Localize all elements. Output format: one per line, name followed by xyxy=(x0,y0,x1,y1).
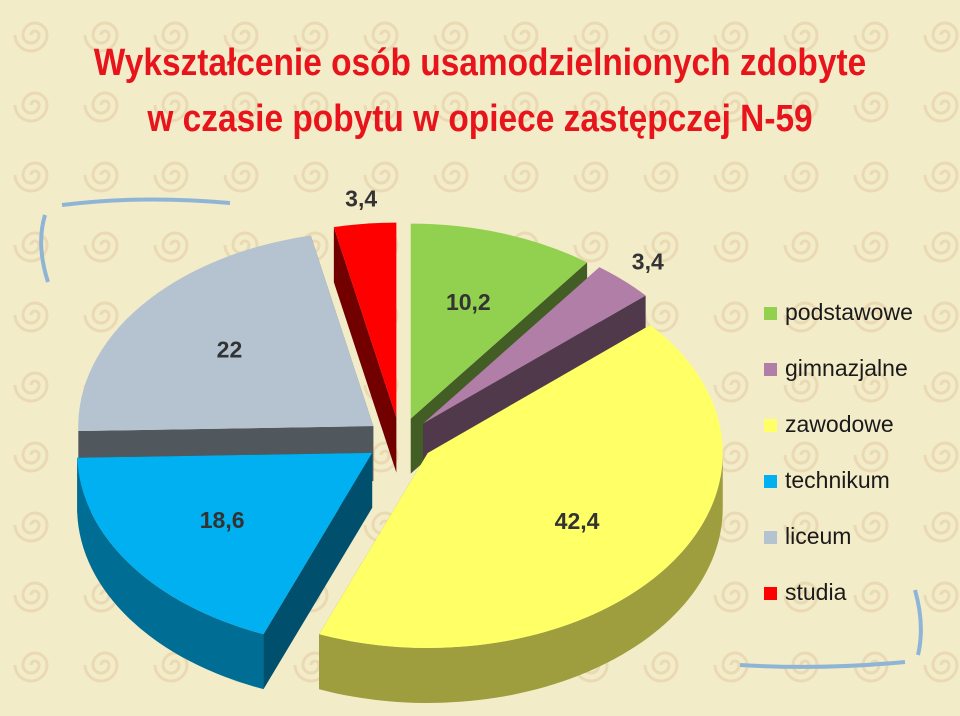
legend-swatch-liceum xyxy=(764,531,777,544)
chart-title-line1: Wykształcenie osób usamodzielnionych zdo… xyxy=(93,42,867,84)
pie-slice-gimnazjalne xyxy=(423,267,646,424)
data-label-zawodowe: 42,4 xyxy=(555,508,600,534)
data-label-gimnazjalne: 3,4 xyxy=(632,248,664,274)
legend-label-studia: studia xyxy=(785,579,847,605)
legend-label-liceum: liceum xyxy=(785,523,852,549)
data-label-studia: 3,4 xyxy=(345,186,377,212)
pie-slice-side-zawodowe-0 xyxy=(319,452,723,703)
legend-label-technikum: technikum xyxy=(785,467,890,493)
decorative-stroke-top xyxy=(61,197,231,207)
pie-slice-zawodowe xyxy=(319,324,723,648)
data-label-technikum: 18,6 xyxy=(200,507,245,533)
legend-swatch-zawodowe xyxy=(764,419,777,432)
legend-label-podstawowe: podstawowe xyxy=(785,299,913,325)
legend-swatch-podstawowe xyxy=(764,307,777,320)
pie-slice-wall-studia-0 xyxy=(333,227,397,473)
legend-swatch-studia xyxy=(764,587,777,600)
pie-slice-liceum xyxy=(78,235,374,432)
pie-slice-side-technikum-0 xyxy=(77,457,264,690)
legend-swatch-technikum xyxy=(764,475,777,488)
pie-slice-wall-technikum-0 xyxy=(263,452,373,690)
decorative-stroke-right xyxy=(913,589,923,656)
data-label-podstawowe: 10,2 xyxy=(446,289,491,315)
decorative-stroke-left xyxy=(39,214,50,283)
pie-slice-podstawowe xyxy=(410,223,588,419)
legend-swatch-gimnazjalne xyxy=(764,363,777,376)
decorative-stroke-bottom xyxy=(739,660,906,669)
legend-label-gimnazjalne: gimnazjalne xyxy=(785,355,908,381)
pie-slice-technikum xyxy=(77,452,373,635)
chart-title-line2: w czasie pobytu w opiece zastępczej N-59 xyxy=(147,98,813,140)
pie-slice-studia xyxy=(333,222,397,418)
data-label-liceum: 22 xyxy=(217,336,243,362)
legend-label-zawodowe: zawodowe xyxy=(785,411,894,437)
